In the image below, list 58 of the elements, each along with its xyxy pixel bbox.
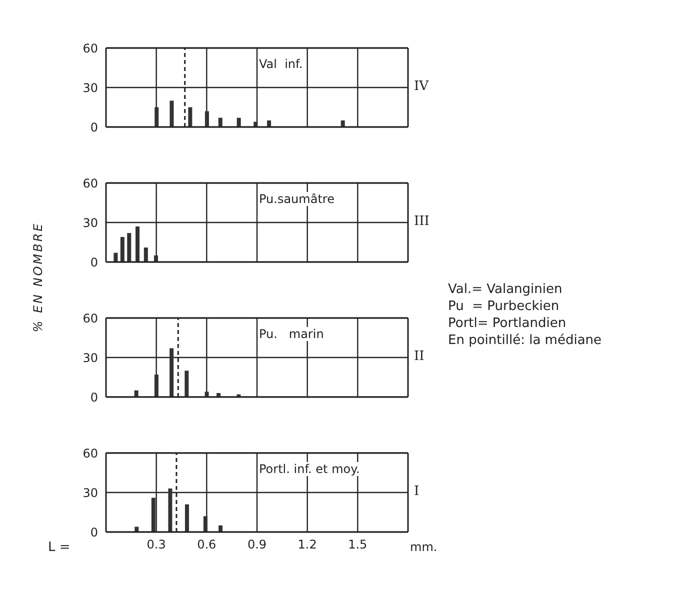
bar [170,100,174,127]
bar [340,120,345,127]
text: IV [414,79,429,94]
bar [236,118,241,127]
text: Val.= Valanginien [448,282,562,297]
x-tick-label: 1.5 [348,538,368,552]
y-tick-label: 60 [82,446,98,460]
bar [170,348,174,397]
y-tick-label: 60 [82,311,98,326]
bar [151,498,156,532]
x-axis-title: mm. [410,540,438,554]
bar [188,107,192,127]
annotation: Pu.saumâtre [259,192,334,206]
text: Pu = Purbeckien [448,299,560,314]
bar [114,252,118,262]
y-tick-label: 30 [82,216,98,230]
bar [134,390,138,397]
bar [120,236,124,262]
bar [267,120,272,127]
bar [218,525,223,532]
bar [184,370,189,397]
y-tick-label: 0 [90,525,98,540]
bar [218,118,222,127]
bar [136,226,140,262]
x-tick-label: 0.9 [247,538,267,552]
bar [184,504,189,532]
text: En pointillé: la médiane [448,333,602,348]
bar [127,233,132,262]
bar [154,107,159,127]
text: L = [48,540,70,555]
text: I [414,484,420,499]
bar [203,516,208,532]
y-tick-label: 30 [82,486,98,500]
y-tick-label: 0 [90,255,98,270]
bar [254,122,258,127]
annotation: Portl. inf. et moy. [259,462,360,476]
bar [204,111,209,127]
bar [168,488,172,532]
y-tick-label: 0 [90,390,98,404]
y-tick-label: 30 [82,80,98,95]
y-tick-label: 30 [82,350,98,365]
x-tick-label: 0.3 [146,538,166,552]
bar [154,255,158,262]
x-tick-label: 1.2 [298,538,317,552]
bar [204,392,209,397]
text: III [414,214,430,229]
y-axis-title: % EN NOMBRE [31,222,45,332]
annotation: Pu. marin [259,327,324,341]
bar [144,248,148,262]
bar [134,526,139,532]
text: II [414,349,424,364]
y-tick-label: 60 [82,41,98,56]
annotation: Val inf. [259,57,303,71]
y-tick-label: 60 [82,176,98,190]
x-tick-label: 0.6 [197,538,216,552]
text: Portl= Portlandien [448,316,566,331]
bar [154,374,158,397]
y-tick-label: 0 [90,120,98,134]
